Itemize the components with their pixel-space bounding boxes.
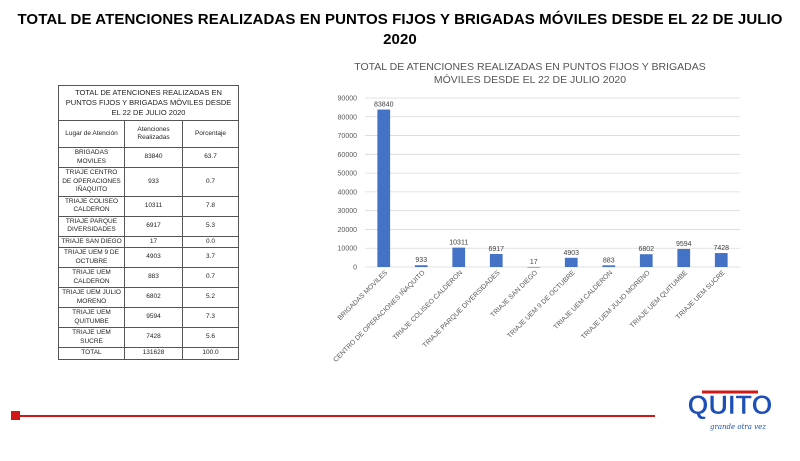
cell-place: TOTAL [58,347,125,360]
bar [414,265,428,267]
y-axis-ticks: 0 10000 20000 30000 40000 50000 60000 70000 8000… [338,96,358,272]
summary-table-container: TOTAL DE ATENCIONES REALIZADAS EN PUNTOS… [57,85,240,360]
page-title: TOTAL DE ATENCIONES REALIZADAS EN PUNTOS… [17,11,783,48]
y-tick-label: 60000 [338,152,358,159]
table-row: TRIAJE CENTRO DE OPERACIONES IÑAQUITO 933… [58,167,240,197]
table-caption-row: TOTAL DE ATENCIONES REALIZADAS EN PUNTOS… [57,85,240,121]
bar [489,254,503,267]
chart-gridlines [365,97,740,268]
table-row: TRIAJE COLISEO CALDERON 10311 7.8 [58,195,240,217]
bar [564,257,578,267]
table-row: TRIAJE UEM CALDERON 883 0.7 [58,267,240,288]
x-tick-label: TRIAJE COLISEO CALDERON [392,269,464,341]
table-row: TRIAJE UEM SUCRE 7428 5.6 [58,327,240,348]
cell-place: BRIGADAS MOVILES [58,147,125,168]
y-tick-label: 10000 [338,246,358,253]
summary-table: TOTAL DE ATENCIONES REALIZADAS EN PUNTOS… [57,85,240,360]
quito-logo: QUITO grande otra vez [687,390,773,431]
data-label: 883 [603,257,615,264]
table-caption: TOTAL DE ATENCIONES REALIZADAS EN PUNTOS… [57,85,240,121]
data-label: 9594 [676,241,692,248]
y-tick-label: 0 [353,265,357,272]
data-label: 6917 [488,246,504,253]
table-body: BRIGADAS MOVILES 83840 63.7 TRIAJE CENTRO D… [58,147,240,360]
y-tick-label: 90000 [338,96,358,103]
x-tick-label: TRIAJE UEM 9 DE OCTUBRE [506,269,577,340]
table-row: TOTAL 131628 100.0 [58,347,240,360]
bar [639,254,653,267]
bar [377,109,391,267]
y-tick-label: 40000 [338,189,358,196]
cell-count: 7428 [124,327,183,348]
bar [677,248,691,267]
y-tick-label: 80000 [338,114,358,121]
cell-percentage: 63.7 [181,147,240,168]
y-tick-label: 50000 [338,171,358,178]
logo-tagline: grande otra vez [710,423,766,431]
table-row: TRIAJE SAN DIEGO 17 0.0 [58,235,240,248]
cell-percentage: 100.0 [181,347,240,360]
bar [602,265,616,267]
header-place: Lugar de Atención [58,120,125,148]
cell-place: TRIAJE CENTRO DE OPERACIONES IÑAQUITO [58,167,125,197]
data-label: 7428 [713,245,729,252]
cell-percentage: 0.7 [181,167,240,197]
cell-place: TRIAJE COLISEO CALDERON [58,195,125,217]
chart-bars [377,109,728,268]
table-row: TRIAJE UEM JULIO MORENO 6802 5.2 [58,287,240,308]
data-label: 4903 [563,250,579,257]
chart-title: TOTAL DE ATENCIONES REALIZADAS EN PUNTOS… [354,61,706,86]
table-row: TRIAJE UEM 9 DE OCTUBRE 4903 3.7 [58,247,240,268]
footer-accent-line [20,415,655,417]
bar [714,253,728,267]
table-row: TRIAJE PARQUE DIVERSIDADES 6917 5.3 [58,215,240,237]
header-percentage: Porcentaje [181,120,240,148]
x-tick-label: TRIAJE PARQUE DIVERSIDADES [422,269,502,349]
table-header-row: Lugar de Atención Atenciones Realizadas … [58,120,240,148]
y-tick-label: 20000 [338,227,358,234]
bar [527,266,541,268]
data-label: 6802 [638,246,654,253]
cell-place: TRIAJE UEM SUCRE [58,327,125,348]
table-row: TRIAJE UEM QUITUMBE 9594 7.3 [58,307,240,328]
data-label: 933 [415,257,427,264]
x-tick-label: TRIAJE UEM JULIO MORENO [580,269,651,340]
y-tick-label: 70000 [338,133,358,140]
footer-accent-square [11,411,20,420]
bar [452,247,466,267]
data-label: 83840 [374,102,394,109]
cell-percentage: 5.6 [181,327,240,348]
cell-count: 131628 [124,347,183,360]
cell-place: TRIAJE PARQUE DIVERSIDADES [58,215,125,237]
cell-count: 6917 [124,215,183,237]
table-row: BRIGADAS MOVILES 83840 63.7 [58,147,240,168]
data-label: 17 [530,259,538,266]
y-tick-label: 30000 [338,208,358,215]
logo-word: QUITO [687,390,772,420]
cell-percentage: 5.3 [181,215,240,237]
chart-data-labels: 83840 933 10311 6917 17 4903 883 6802 9594 7428 [374,102,729,266]
data-label: 10311 [449,240,468,247]
